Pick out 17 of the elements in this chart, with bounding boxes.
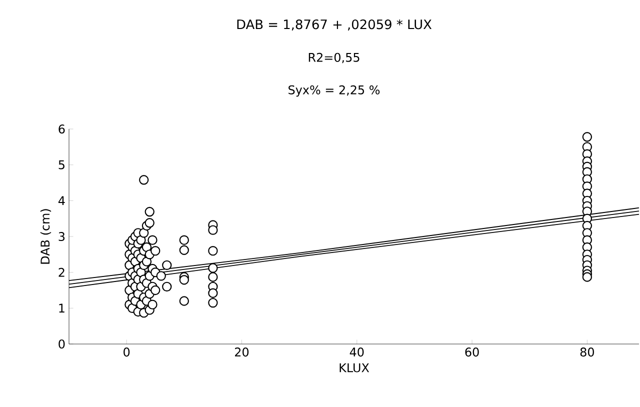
y-tick-label: 2: [58, 268, 64, 277]
x-tick-label: 0: [124, 348, 130, 357]
x-tick-label: 40: [350, 348, 364, 357]
y-tick-label: 1: [59, 304, 64, 313]
y-tick-label: 3: [58, 232, 65, 242]
chart-title: DAB = 1,8767 + ,02059 * LUX: [237, 19, 432, 31]
y-tick-label: 0: [58, 339, 65, 349]
x-axis-title: KLUX: [340, 363, 370, 372]
y-tick-label: 5: [58, 160, 64, 170]
x-tick-label: 20: [235, 348, 249, 357]
y-tick-label: 4: [58, 196, 65, 206]
chart-subtitle: R2=0,55: [308, 52, 360, 64]
y-axis-title: DAB (cm): [40, 209, 52, 264]
x-tick-label: 60: [465, 348, 479, 357]
x-tick-label: 80: [580, 348, 594, 357]
y-tick-label: 6: [58, 124, 65, 134]
text: Syx% = 2,25 %: [288, 85, 380, 97]
